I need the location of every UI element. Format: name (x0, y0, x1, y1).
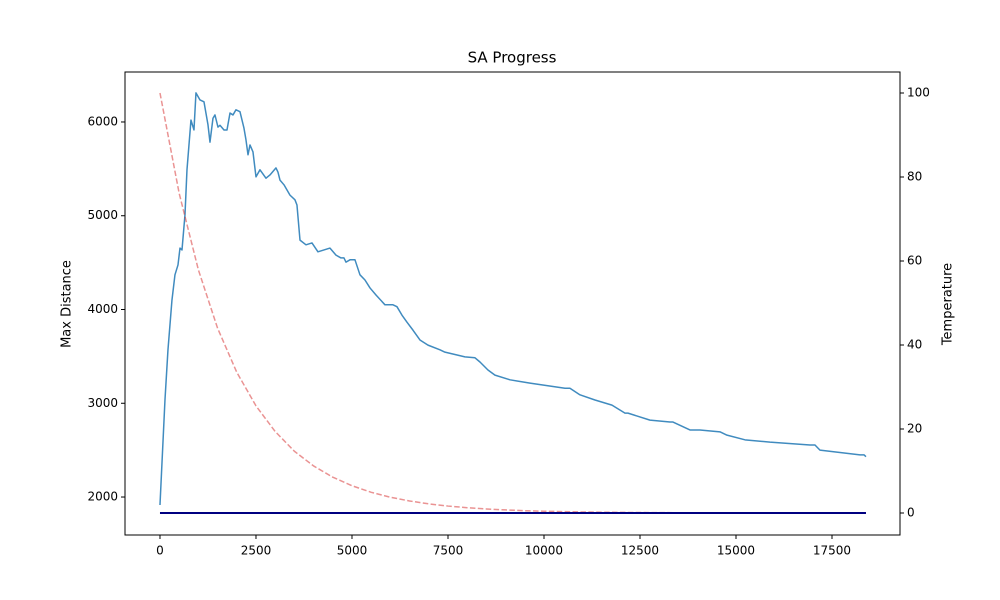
y-tick-label: 6000 (87, 114, 118, 128)
y2-axis-label: Temperature (941, 263, 956, 346)
x-tick-label: 15000 (717, 544, 755, 558)
y2-tick-label: 20 (907, 421, 922, 435)
x-tick-label: 5000 (337, 544, 368, 558)
series-line (159, 92, 867, 506)
y2-tick-label: 80 (907, 169, 922, 183)
plot-frame (124, 71, 901, 536)
chart-title: SA Progress (468, 49, 557, 67)
y-tick-label: 5000 (87, 208, 118, 222)
y2-tick-label: 100 (907, 85, 930, 99)
y-tick-label: 3000 (87, 396, 118, 410)
y-tick-label: 4000 (87, 302, 118, 316)
x-tick-label: 2500 (241, 544, 272, 558)
y2-tick-label: 60 (907, 253, 922, 267)
x-tick-label: 0 (156, 544, 164, 558)
x-tick-label: 7500 (433, 544, 464, 558)
y2-tick-label: 0 (907, 505, 915, 519)
x-tick-label: 10000 (525, 544, 563, 558)
x-tick-label: 12500 (621, 544, 659, 558)
x-tick-label: 17500 (813, 544, 851, 558)
y-tick-label: 2000 (87, 490, 118, 504)
y-axis-label: Max Distance (60, 260, 75, 348)
y2-tick-label: 40 (907, 337, 922, 351)
